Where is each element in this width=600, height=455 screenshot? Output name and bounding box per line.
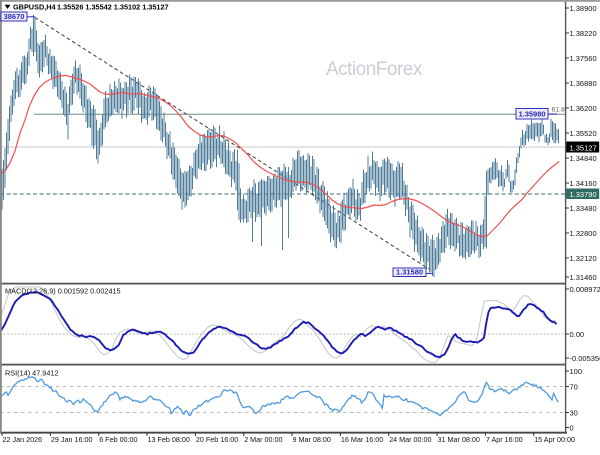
svg-text:22 Jan 2026: 22 Jan 2026	[3, 435, 43, 444]
svg-text:0: 0	[570, 423, 574, 432]
svg-text:7 Apr 16:00: 7 Apr 16:00	[486, 435, 523, 444]
svg-text:1.38900: 1.38900	[570, 4, 597, 13]
svg-text:1.35980: 1.35980	[518, 109, 545, 118]
svg-text:1.31460: 1.31460	[570, 273, 597, 282]
svg-text:0.00: 0.00	[570, 330, 585, 339]
svg-text:1.32120: 1.32120	[570, 254, 597, 263]
svg-text:61.8: 61.8	[552, 107, 565, 114]
svg-text:1.36200: 1.36200	[570, 104, 597, 113]
svg-text:38670: 38670	[4, 12, 25, 21]
svg-text:31 Mar 08:00: 31 Mar 08:00	[438, 435, 480, 444]
svg-text:1.35520: 1.35520	[570, 129, 597, 138]
svg-text:1.38220: 1.38220	[570, 29, 597, 38]
svg-text:1.35127: 1.35127	[570, 143, 597, 152]
svg-text:100: 100	[570, 367, 583, 376]
svg-text:-0.005356: -0.005356	[570, 354, 600, 363]
svg-text:1.33480: 1.33480	[570, 204, 597, 213]
svg-text:MACD(12,26,9) 0.001592 0.00241: MACD(12,26,9) 0.001592 0.002415	[5, 287, 121, 296]
svg-text:GBPUSD,H4: GBPUSD,H4	[13, 3, 57, 12]
svg-text:24 Mar 00:00: 24 Mar 00:00	[389, 435, 431, 444]
svg-text:ActionForex: ActionForex	[326, 59, 423, 80]
svg-text:RSI(14) 47.9412: RSI(14) 47.9412	[5, 369, 59, 378]
svg-text:1.36880: 1.36880	[570, 79, 597, 88]
svg-text:1.31580: 1.31580	[396, 268, 423, 277]
svg-text:1.34160: 1.34160	[570, 179, 597, 188]
svg-text:9 Mar 08:00: 9 Mar 08:00	[293, 435, 331, 444]
svg-text:29 Jan 16:00: 29 Jan 16:00	[51, 435, 93, 444]
svg-text:0.008972: 0.008972	[570, 285, 600, 294]
svg-text:2 Mar 00:00: 2 Mar 00:00	[244, 435, 282, 444]
svg-text:70: 70	[570, 382, 578, 391]
svg-text:13 Feb 08:00: 13 Feb 08:00	[148, 435, 190, 444]
svg-text:6 Feb 00:00: 6 Feb 00:00	[99, 435, 137, 444]
svg-text:30: 30	[570, 408, 578, 417]
svg-text:16 Mar 16:00: 16 Mar 16:00	[341, 435, 383, 444]
svg-text:1.33790: 1.33790	[570, 190, 597, 199]
svg-text:1.35526 1.35542 1.35102 1.3512: 1.35526 1.35542 1.35102 1.35127	[57, 3, 169, 12]
svg-text:20 Feb 16:00: 20 Feb 16:00	[196, 435, 238, 444]
svg-text:1.34840: 1.34840	[570, 154, 597, 163]
svg-text:1.32800: 1.32800	[570, 229, 597, 238]
svg-text:1.37560: 1.37560	[570, 54, 597, 63]
svg-text:15 Apr 00:00: 15 Apr 00:00	[534, 435, 575, 444]
